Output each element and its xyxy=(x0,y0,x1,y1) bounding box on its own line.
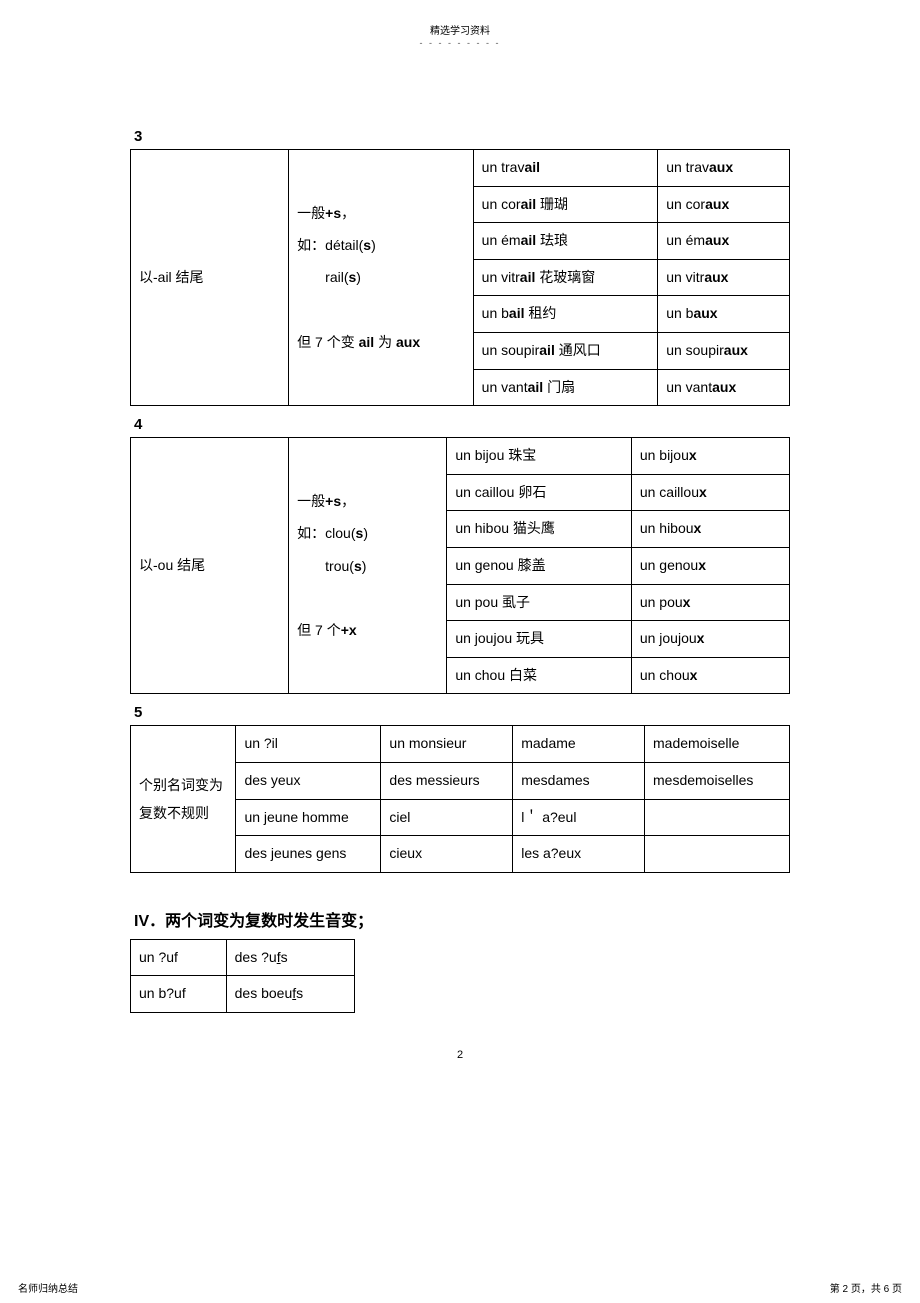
cell-rule: 一般+s， 如：détail(s) rail(s) 但 7 个变 ail 为 a… xyxy=(289,150,474,406)
footer-left: 名师归纳总结 xyxy=(18,1280,78,1295)
cell: ciel xyxy=(381,799,513,836)
cell-singular: un vitrail 花玻璃窗 xyxy=(473,259,658,296)
cell-plural: un émaux xyxy=(658,223,790,260)
cell-plural: des ?ufs xyxy=(226,939,354,976)
cell-singular: un b?uf xyxy=(131,976,227,1013)
cell-singular: un bijou 珠宝 xyxy=(447,438,632,475)
cell: des yeux xyxy=(236,762,381,799)
cell: l＇ a?eul xyxy=(513,799,645,836)
cell-singular: un bail 租约 xyxy=(473,296,658,333)
cell: des messieurs xyxy=(381,762,513,799)
cell xyxy=(645,836,790,873)
footer-right: 第 2 页，共 6 页 xyxy=(830,1280,902,1295)
table-iv: un ?uf des ?ufs un b?uf des boeufs xyxy=(130,939,355,1013)
cell-plural: un baux xyxy=(658,296,790,333)
table-3: 以-ail 结尾 一般+s， 如：détail(s) rail(s) 但 7 个… xyxy=(130,149,790,406)
section-5-num: 5 xyxy=(134,704,790,721)
cell-singular: un genou 膝盖 xyxy=(447,547,632,584)
cell-plural: un vantaux xyxy=(658,369,790,406)
cell: les a?eux xyxy=(513,836,645,873)
cell-singular: un soupirail 通风口 xyxy=(473,332,658,369)
table-row: 以-ail 结尾 一般+s， 如：détail(s) rail(s) 但 7 个… xyxy=(131,150,790,187)
cell-plural: un cailloux xyxy=(631,474,789,511)
header-dots: - - - - - - - - - xyxy=(0,38,920,48)
table-row: un ?uf des ?ufs xyxy=(131,939,355,976)
cell-plural: un genoux xyxy=(631,547,789,584)
cell-ending: 个别名词变为复数不规则 xyxy=(131,726,236,872)
cell-singular: un caillou 卵石 xyxy=(447,474,632,511)
cell-plural: un joujoux xyxy=(631,621,789,658)
cell-plural: un vitraux xyxy=(658,259,790,296)
section-4-num: 4 xyxy=(134,416,790,433)
table-row: un b?uf des boeufs xyxy=(131,976,355,1013)
table-4: 以-ou 结尾 一般+s， 如：clou(s) trou(s) 但 7 个+x … xyxy=(130,437,790,694)
header-title: 精选学习资料 xyxy=(0,22,920,37)
cell-ending: 以-ou 结尾 xyxy=(131,438,289,694)
cell-plural: un poux xyxy=(631,584,789,621)
cell: un ?il xyxy=(236,726,381,763)
cell: des jeunes gens xyxy=(236,836,381,873)
cell-singular: un corail 珊瑚 xyxy=(473,186,658,223)
cell-singular: un pou 虱子 xyxy=(447,584,632,621)
table-5: 个别名词变为复数不规则 un ?il un monsieur madame ma… xyxy=(130,725,790,872)
cell-singular: un joujou 玩具 xyxy=(447,621,632,658)
cell-singular: un émail 珐琅 xyxy=(473,223,658,260)
content-area: 3 以-ail 结尾 一般+s， 如：détail(s) rail(s) 但 7… xyxy=(130,128,790,1061)
section-3-num: 3 xyxy=(134,128,790,145)
cell-singular: un chou 白菜 xyxy=(447,657,632,694)
cell-singular: un ?uf xyxy=(131,939,227,976)
cell-plural: un coraux xyxy=(658,186,790,223)
cell xyxy=(645,799,790,836)
cell-singular: un hibou 猫头鹰 xyxy=(447,511,632,548)
cell-plural: un choux xyxy=(631,657,789,694)
cell: un jeune homme xyxy=(236,799,381,836)
cell-plural: des boeufs xyxy=(226,976,354,1013)
cell-singular: un travail xyxy=(473,150,658,187)
cell: mademoiselle xyxy=(645,726,790,763)
cell: un monsieur xyxy=(381,726,513,763)
cell: mesdemoiselles xyxy=(645,762,790,799)
cell-plural: un bijoux xyxy=(631,438,789,475)
cell-plural: un hiboux xyxy=(631,511,789,548)
table-row: 个别名词变为复数不规则 un ?il un monsieur madame ma… xyxy=(131,726,790,763)
cell: madame xyxy=(513,726,645,763)
cell-plural: un soupiraux xyxy=(658,332,790,369)
table-row: 以-ou 结尾 一般+s， 如：clou(s) trou(s) 但 7 个+x … xyxy=(131,438,790,475)
cell-plural: un travaux xyxy=(658,150,790,187)
page-number: 2 xyxy=(130,1049,790,1061)
cell-rule: 一般+s， 如：clou(s) trou(s) 但 7 个+x xyxy=(289,438,447,694)
section-iv-heading: IV．两个词变为复数时发生音变； xyxy=(134,907,790,931)
cell: cieux xyxy=(381,836,513,873)
cell-singular: un vantail 门扇 xyxy=(473,369,658,406)
cell: mesdames xyxy=(513,762,645,799)
cell-ending: 以-ail 结尾 xyxy=(131,150,289,406)
